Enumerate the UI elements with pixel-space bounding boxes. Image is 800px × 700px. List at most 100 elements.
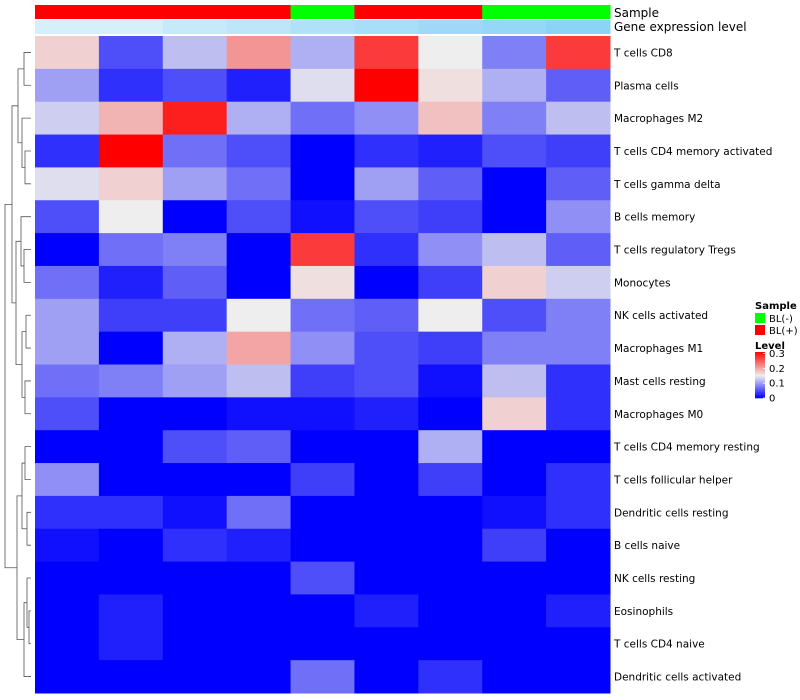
- heatmap-cell: [354, 627, 419, 661]
- level-legend-gradient-step: [755, 375, 765, 377]
- row-label: Macrophages M0: [614, 409, 703, 421]
- heatmap-cell: [98, 528, 164, 563]
- heatmap-cell: [35, 68, 100, 103]
- sample-annotation-cell: [162, 5, 228, 19]
- heatmap-cell: [226, 134, 292, 168]
- heatmap-cell: [354, 167, 419, 201]
- heatmap-cell: [290, 594, 355, 628]
- heatmap-cell: [162, 36, 228, 70]
- heatmap-cell: [290, 397, 355, 431]
- level-legend-tick-label: 0.2: [769, 364, 785, 375]
- level-legend-gradient-step: [755, 381, 765, 384]
- heatmap-cell: [98, 364, 164, 398]
- heatmap-cell: [35, 233, 100, 267]
- heatmap-cell: [482, 167, 547, 201]
- expression-annotation-cell: [354, 20, 419, 34]
- expression-annotation-cell: [35, 20, 100, 34]
- level-legend-gradient-step: [755, 363, 765, 365]
- dendrogram-branch: [16, 495, 24, 641]
- dendrogram-branch: [20, 216, 31, 267]
- heatmap-cell: [482, 36, 547, 70]
- heatmap-cell: [162, 101, 228, 136]
- heatmap-cell: [226, 36, 292, 70]
- sample-legend-swatch: [755, 313, 765, 323]
- heatmap-cell: [290, 134, 355, 168]
- heatmap-cell: [418, 134, 483, 168]
- sample-legend-swatch: [755, 325, 765, 335]
- heatmap-cell: [482, 495, 547, 530]
- heatmap-cell: [546, 331, 611, 365]
- expression-annotation-cell: [226, 20, 292, 34]
- heatmap-cell: [162, 528, 228, 563]
- sample-legend-title: Sample: [755, 301, 797, 312]
- heatmap-cell: [418, 463, 483, 497]
- level-legend-gradient-step: [755, 360, 765, 362]
- heatmap-cell: [546, 298, 611, 333]
- level-legend-gradient-step: [755, 384, 765, 386]
- heatmap-cell: [98, 233, 164, 267]
- heatmap-cell: [290, 495, 355, 530]
- level-legend-gradient-step: [755, 376, 765, 378]
- heatmap-cell: [162, 331, 228, 365]
- level-legend-gradient-step: [755, 380, 765, 383]
- heatmap-cell: [418, 101, 483, 136]
- heatmap-cell: [226, 495, 292, 530]
- heatmap-cell: [546, 364, 611, 398]
- heatmap-cell: [546, 68, 611, 103]
- heatmap-cell: [418, 561, 483, 595]
- expression-annotation-cell: [290, 20, 355, 34]
- heatmap-cell: [546, 265, 611, 300]
- level-legend-tick-label: 0.3: [769, 349, 785, 360]
- heatmap-cell: [35, 364, 100, 398]
- heatmap-cell: [546, 167, 611, 201]
- heatmap-cell: [290, 167, 355, 201]
- heatmap-cell: [418, 331, 483, 365]
- level-legend-gradient-step: [755, 364, 765, 367]
- sample-annotation-cell: [354, 5, 419, 19]
- heatmap-cell: [290, 331, 355, 365]
- expression-annotation-cell: [546, 20, 611, 34]
- dendrogram-branch: [23, 249, 31, 283]
- sample-annotation-bar: [35, 5, 611, 19]
- heatmap-cell: [290, 561, 355, 595]
- level-legend-gradient-step: [755, 354, 765, 356]
- level-legend-gradient-step: [755, 361, 765, 363]
- level-legend-gradient-step: [755, 377, 765, 379]
- heatmap-cell: [98, 463, 164, 497]
- heatmap-cell: [354, 594, 419, 628]
- heatmap-cell: [226, 167, 292, 201]
- heatmap-cell: [98, 68, 164, 103]
- heatmap-cell: [226, 660, 292, 694]
- heatmap-cell: [290, 36, 355, 70]
- heatmap-cell: [546, 660, 611, 694]
- heatmap-cell: [418, 233, 483, 267]
- level-legend-gradient-step: [755, 392, 765, 394]
- heatmap-cell: [354, 68, 419, 103]
- heatmap-cell: [354, 200, 419, 234]
- level-legend-gradient-step: [755, 383, 765, 385]
- sample-legend-label: BL(-): [769, 314, 793, 325]
- heatmap-cell: [418, 627, 483, 661]
- heatmap-cell: [546, 36, 611, 70]
- heatmap-cell: [35, 397, 100, 431]
- heatmap-cell: [226, 233, 292, 267]
- heatmap-cell: [482, 68, 547, 103]
- heatmap-cell: [290, 430, 355, 464]
- heatmap-cell: [418, 200, 483, 234]
- heatmap-cell: [162, 265, 228, 300]
- heatmap-cell: [162, 561, 228, 595]
- heatmap-cell: [418, 68, 483, 103]
- heatmap-cell: [482, 331, 547, 365]
- heatmap-cell: [35, 495, 100, 530]
- heatmap-cell: [226, 594, 292, 628]
- heatmap-cell: [546, 430, 611, 464]
- heatmap-cell: [482, 265, 547, 300]
- heatmap-cell: [290, 660, 355, 694]
- heatmap-cell: [98, 298, 164, 333]
- level-legend-gradient-step: [755, 371, 765, 373]
- heatmap-cell: [35, 528, 100, 563]
- row-label: Macrophages M2: [614, 113, 703, 125]
- heatmap-cell: [290, 627, 355, 661]
- dendrogram-branch: [21, 117, 31, 168]
